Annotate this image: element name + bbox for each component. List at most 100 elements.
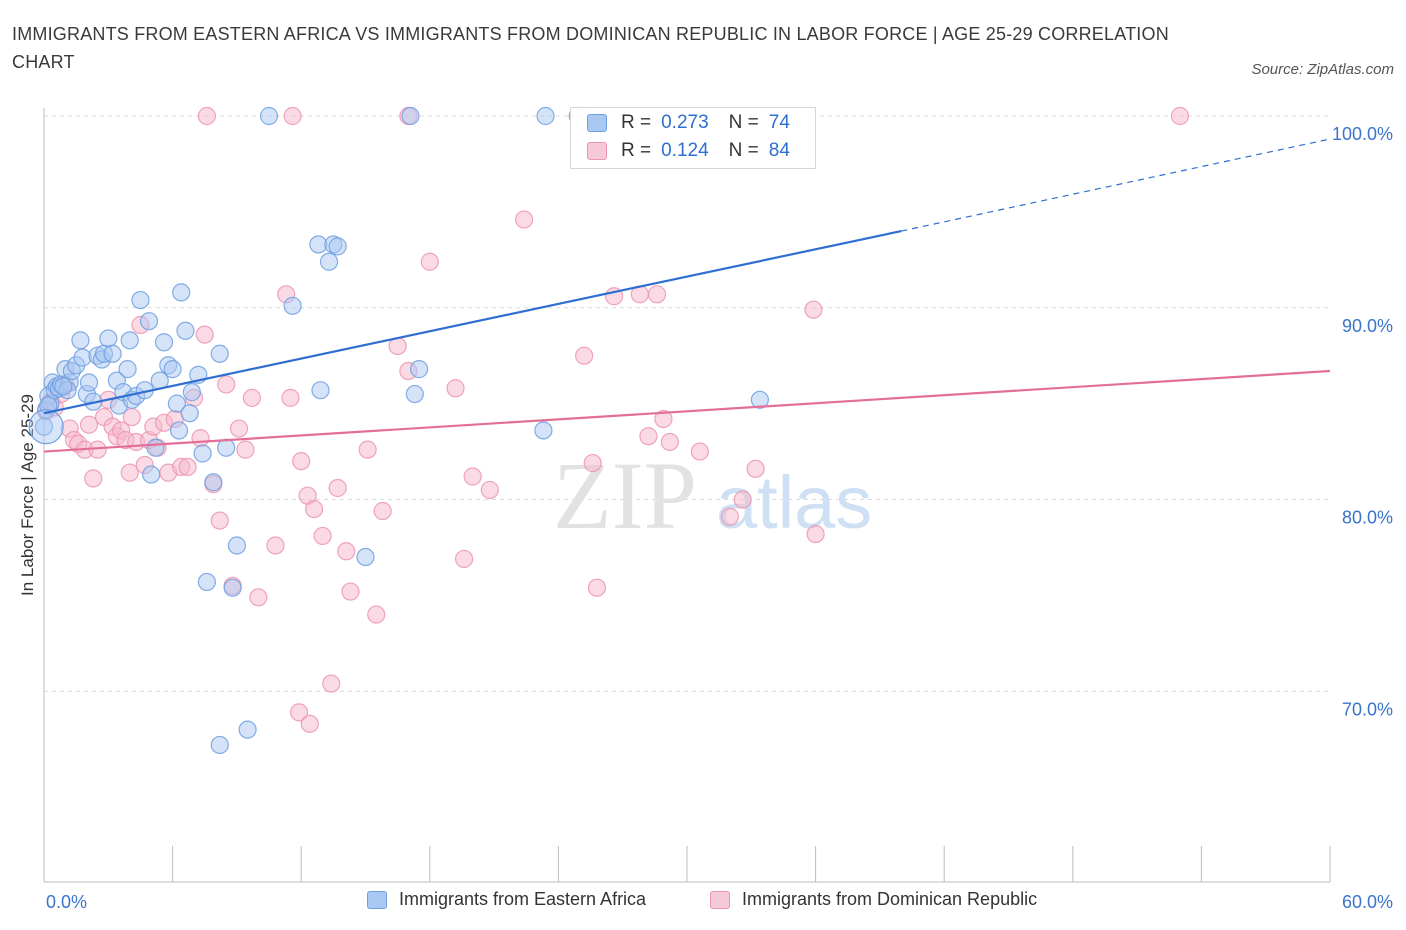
point-dominican-republic <box>733 490 752 509</box>
point-eastern-africa <box>172 283 191 302</box>
y-tick-label: 80.0% <box>1342 508 1393 528</box>
y-tick-label: 90.0% <box>1342 316 1393 336</box>
point-eastern-africa <box>283 296 302 315</box>
point-dominican-republic <box>322 674 341 693</box>
point-eastern-africa <box>409 360 429 379</box>
point-dominican-republic <box>84 469 103 488</box>
legend-n-value: 74 <box>768 112 790 133</box>
point-eastern-africa <box>750 390 769 409</box>
series-dominican-republic <box>37 106 1190 733</box>
point-dominican-republic <box>690 442 709 461</box>
point-eastern-africa <box>210 735 229 755</box>
point-eastern-africa <box>176 321 195 340</box>
point-eastern-africa <box>180 404 199 423</box>
point-dominican-republic <box>420 252 439 271</box>
point-dominican-republic <box>806 524 825 544</box>
legend-item-eastern-africa[interactable]: Immigrants from Eastern Africa <box>367 889 646 910</box>
point-eastern-africa <box>146 438 165 457</box>
watermark-zip: ZIP <box>553 442 697 549</box>
legend-item-label: Immigrants from Eastern Africa <box>399 889 647 909</box>
point-eastern-africa <box>131 290 150 310</box>
point-dominican-republic <box>191 429 210 448</box>
point-dominican-republic <box>804 300 823 319</box>
point-dominican-republic <box>463 467 482 486</box>
point-eastern-africa <box>536 106 555 126</box>
point-dominican-republic <box>480 480 499 500</box>
legend-r-label: R = <box>621 112 652 133</box>
point-eastern-africa <box>99 329 118 348</box>
point-dominican-republic <box>341 582 360 601</box>
legend-item-dominican-republic[interactable]: Immigrants from Dominican Republic <box>710 889 1037 910</box>
point-dominican-republic <box>373 501 392 521</box>
point-eastern-africa <box>217 438 236 457</box>
legend-r-value: 0.124 <box>661 140 709 161</box>
point-dominican-republic <box>654 409 673 429</box>
point-eastern-africa <box>142 465 161 484</box>
trend-line-dominican-republic <box>43 369 1331 453</box>
point-eastern-africa <box>120 331 139 350</box>
point-eastern-africa <box>197 572 216 592</box>
point-eastern-africa <box>167 394 186 413</box>
point-dominican-republic <box>1170 106 1190 126</box>
point-eastern-africa <box>118 360 137 379</box>
point-dominican-republic <box>647 285 667 304</box>
legend-swatch-blue <box>367 890 387 909</box>
point-dominican-republic <box>79 415 99 434</box>
legend-swatch-pink <box>710 890 730 909</box>
point-eastern-africa <box>227 536 246 555</box>
point-dominican-republic <box>446 379 465 398</box>
y-tick-label: 70.0% <box>1342 699 1393 719</box>
point-eastern-africa <box>204 473 223 492</box>
point-dominican-republic <box>266 536 285 555</box>
point-eastern-africa <box>73 348 92 367</box>
point-dominican-republic <box>304 499 324 519</box>
correlation-legend: R = 0.273 N = 74 R = 0.124 N = 84 <box>570 107 816 169</box>
point-eastern-africa <box>182 383 201 402</box>
point-eastern-africa <box>28 409 64 445</box>
point-eastern-africa <box>34 417 54 436</box>
point-dominican-republic <box>292 452 311 471</box>
point-dominican-republic <box>197 106 216 126</box>
trend-lines <box>43 138 1331 453</box>
legend-row-dominican-republic: R = 0.124 N = 84 <box>587 139 790 163</box>
point-eastern-africa <box>328 237 347 256</box>
point-eastern-africa <box>169 421 189 440</box>
point-dominican-republic <box>313 526 332 546</box>
legend-row-eastern-africa: R = 0.273 N = 74 <box>587 111 790 135</box>
point-eastern-africa <box>223 578 242 597</box>
point-dominican-republic <box>281 388 300 407</box>
point-dominican-republic <box>358 440 377 459</box>
gridlines <box>44 115 1330 692</box>
point-dominican-republic <box>217 375 236 394</box>
point-dominican-republic <box>746 459 765 478</box>
y-tick-label: 100.0% <box>1332 124 1393 144</box>
point-dominican-republic <box>583 453 602 473</box>
legend-n-label: N = <box>728 112 759 133</box>
chart-title: IMMIGRANTS FROM EASTERN AFRICA VS IMMIGR… <box>12 24 1169 72</box>
point-eastern-africa <box>405 384 424 404</box>
trend-line-eastern-africa <box>43 229 902 415</box>
point-eastern-africa <box>401 106 420 126</box>
tick-labels: 100.0% 90.0% 80.0% 70.0% 0.0% 60.0% <box>46 124 1393 912</box>
point-eastern-africa <box>534 421 553 440</box>
legend-n-label: N = <box>728 140 759 161</box>
point-eastern-africa <box>71 331 90 350</box>
point-eastern-africa <box>259 106 279 126</box>
point-dominican-republic <box>300 714 319 733</box>
point-dominican-republic <box>210 511 229 530</box>
point-eastern-africa <box>163 360 182 379</box>
point-dominican-republic <box>195 325 214 344</box>
point-eastern-africa <box>103 344 122 363</box>
axes <box>43 108 1331 883</box>
point-dominican-republic <box>242 388 262 407</box>
point-dominican-republic <box>639 427 658 446</box>
point-dominican-republic <box>283 106 302 126</box>
point-eastern-africa <box>193 444 212 463</box>
point-dominican-republic <box>229 419 249 438</box>
point-dominican-republic <box>367 605 386 624</box>
trend-line-eastern-africa-extension <box>901 138 1331 232</box>
point-dominican-republic <box>236 440 255 459</box>
legend-swatch-pink <box>587 142 607 160</box>
legend-r-value: 0.273 <box>661 112 709 133</box>
point-dominican-republic <box>120 463 139 482</box>
